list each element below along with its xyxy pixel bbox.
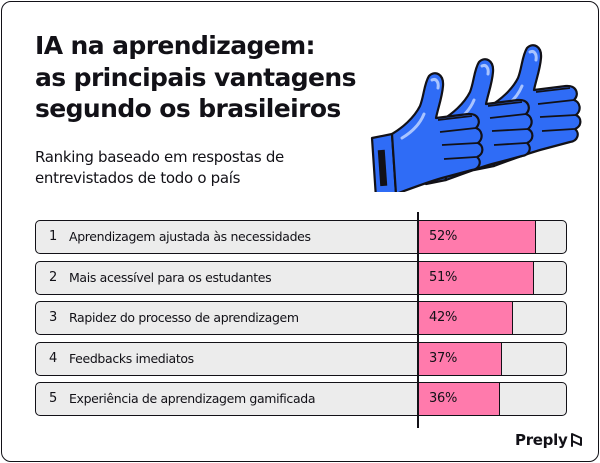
bar-row: 3 Rapidez do processo de aprendizagem 42% bbox=[35, 301, 567, 335]
title-line-3: segundo os brasileiros bbox=[35, 94, 341, 123]
bar-row: 4 Feedbacks imediatos 37% bbox=[35, 341, 567, 376]
category-label: Aprendizagem ajustada às necessidades bbox=[69, 229, 311, 244]
rank-number: 1 bbox=[49, 229, 58, 244]
bar-row: 1 Aprendizagem ajustada às necessidades 52… bbox=[35, 220, 567, 254]
category-label: Rapidez do processo de aprendizagem bbox=[69, 310, 299, 325]
value-bar bbox=[419, 342, 502, 375]
value-bar bbox=[419, 261, 534, 294]
title-line-1: IA na aprendizagem: bbox=[35, 31, 316, 60]
preply-logo: Preply bbox=[515, 430, 584, 450]
rank-number: 2 bbox=[49, 269, 58, 285]
bar-baseline bbox=[417, 212, 419, 428]
bar-row: 2 Mais acessível para os estudantes 51% bbox=[35, 260, 567, 295]
brand-name: Preply bbox=[515, 431, 568, 449]
value-label: 52% bbox=[429, 229, 457, 244]
title-line-2: as principais vantagens bbox=[35, 62, 356, 92]
value-bar bbox=[419, 302, 513, 334]
category-label: Mais acessível para os estudantes bbox=[69, 269, 272, 285]
rank-number: 4 bbox=[49, 350, 58, 366]
subtitle-line-1: Ranking baseado em respostas de bbox=[35, 148, 284, 166]
bar-row: 5 Experiência de aprendizagem gamificada 3… bbox=[35, 382, 567, 416]
subtitle-line-2: entrevistados de todo o país bbox=[35, 169, 241, 187]
rank-number: 3 bbox=[49, 310, 58, 325]
thumbs-up-icon bbox=[370, 43, 582, 192]
preply-logo-icon bbox=[571, 433, 583, 447]
category-label: Experiência de aprendizagem gamificada bbox=[69, 391, 316, 406]
value-label: 51% bbox=[429, 269, 457, 285]
page-title: IA na aprendizagem: as principais vantag… bbox=[35, 30, 375, 125]
subtitle: Ranking baseado em respostas de entrevis… bbox=[35, 147, 365, 189]
value-bar bbox=[419, 383, 500, 415]
value-label: 42% bbox=[429, 310, 457, 325]
category-label: Feedbacks imediatos bbox=[69, 350, 194, 366]
rank-number: 5 bbox=[49, 391, 58, 406]
value-label: 37% bbox=[429, 350, 457, 366]
value-bar bbox=[419, 221, 536, 253]
value-label: 36% bbox=[429, 391, 457, 406]
